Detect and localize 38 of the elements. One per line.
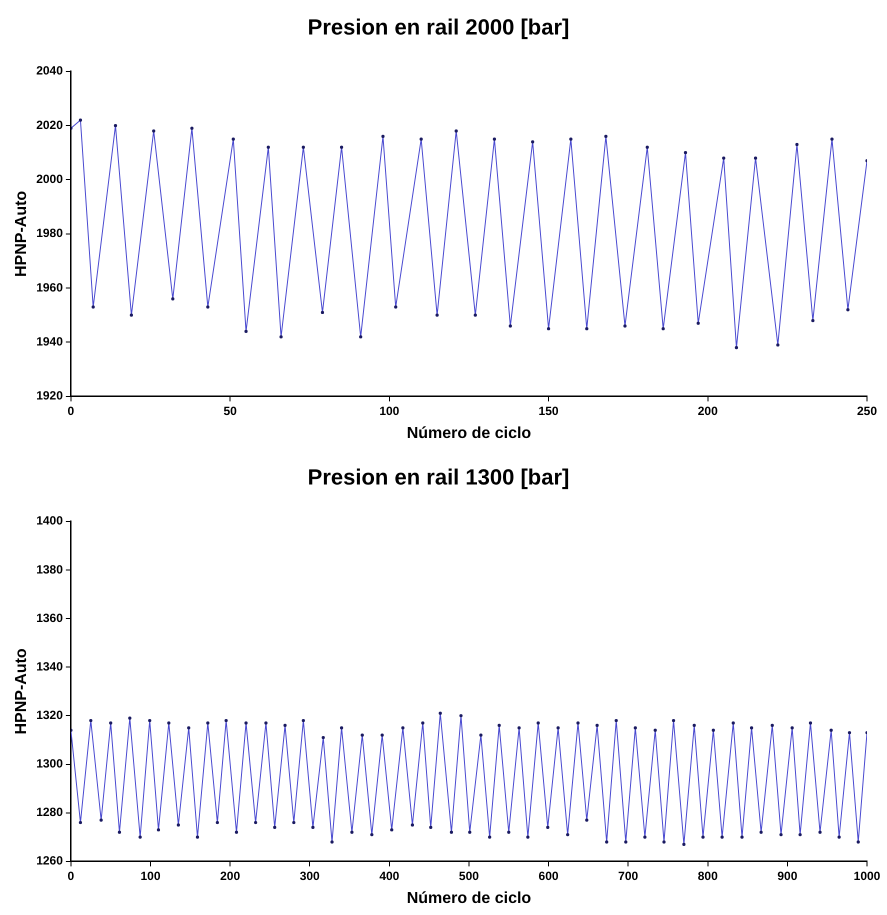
x-tick-label: 700 [618, 868, 638, 883]
x-tick-label: 0 [68, 868, 75, 883]
chart-title: Presion en rail 2000 [bar] [308, 14, 570, 40]
x-tick-label: 200 [698, 404, 718, 418]
y-tick-label: 1300 [36, 756, 64, 771]
y-tick-label: 1400 [36, 514, 64, 528]
y-tick-label: 1260 [36, 854, 64, 868]
x-tick-label: 50 [223, 404, 238, 418]
y-axis-title: HPNP-Auto [13, 190, 30, 278]
x-tick-label: 100 [379, 404, 400, 418]
x-tick-label: 100 [140, 868, 161, 883]
y-tick-label: 1920 [36, 388, 64, 403]
x-axis-title: Número de ciclo [406, 890, 532, 907]
y-tick-label: 1280 [36, 805, 64, 820]
x-tick-label: 0 [68, 404, 75, 418]
y-tick-label: 1980 [36, 226, 64, 240]
x-tick-label: 250 [856, 404, 878, 418]
x-tick-label: 400 [379, 868, 400, 883]
y-tick-label: 2040 [36, 64, 64, 78]
x-axis-title: Número de ciclo [406, 424, 532, 442]
x-tick-label: 1000 [854, 868, 881, 883]
x-tick-label: 200 [220, 868, 240, 883]
y-tick-label: 1940 [36, 334, 64, 349]
y-tick-label: 1340 [36, 659, 64, 674]
y-tick-label: 2020 [36, 118, 64, 132]
x-tick-label: 900 [777, 868, 798, 883]
x-tick-label: 300 [300, 868, 320, 883]
x-tick-label: 500 [458, 868, 480, 883]
y-tick-label: 2000 [36, 172, 64, 186]
x-tick-label: 800 [698, 868, 718, 883]
y-tick-label: 1960 [36, 280, 64, 294]
y-tick-label: 1380 [36, 562, 64, 576]
y-tick-label: 1360 [36, 610, 64, 625]
x-tick-label: 150 [538, 404, 559, 418]
y-axis-title: HPNP-Auto [13, 648, 30, 735]
chart-title: Presion en rail 1300 [bar] [308, 464, 570, 490]
x-tick-label: 600 [538, 868, 559, 883]
y-tick-label: 1320 [36, 708, 64, 722]
